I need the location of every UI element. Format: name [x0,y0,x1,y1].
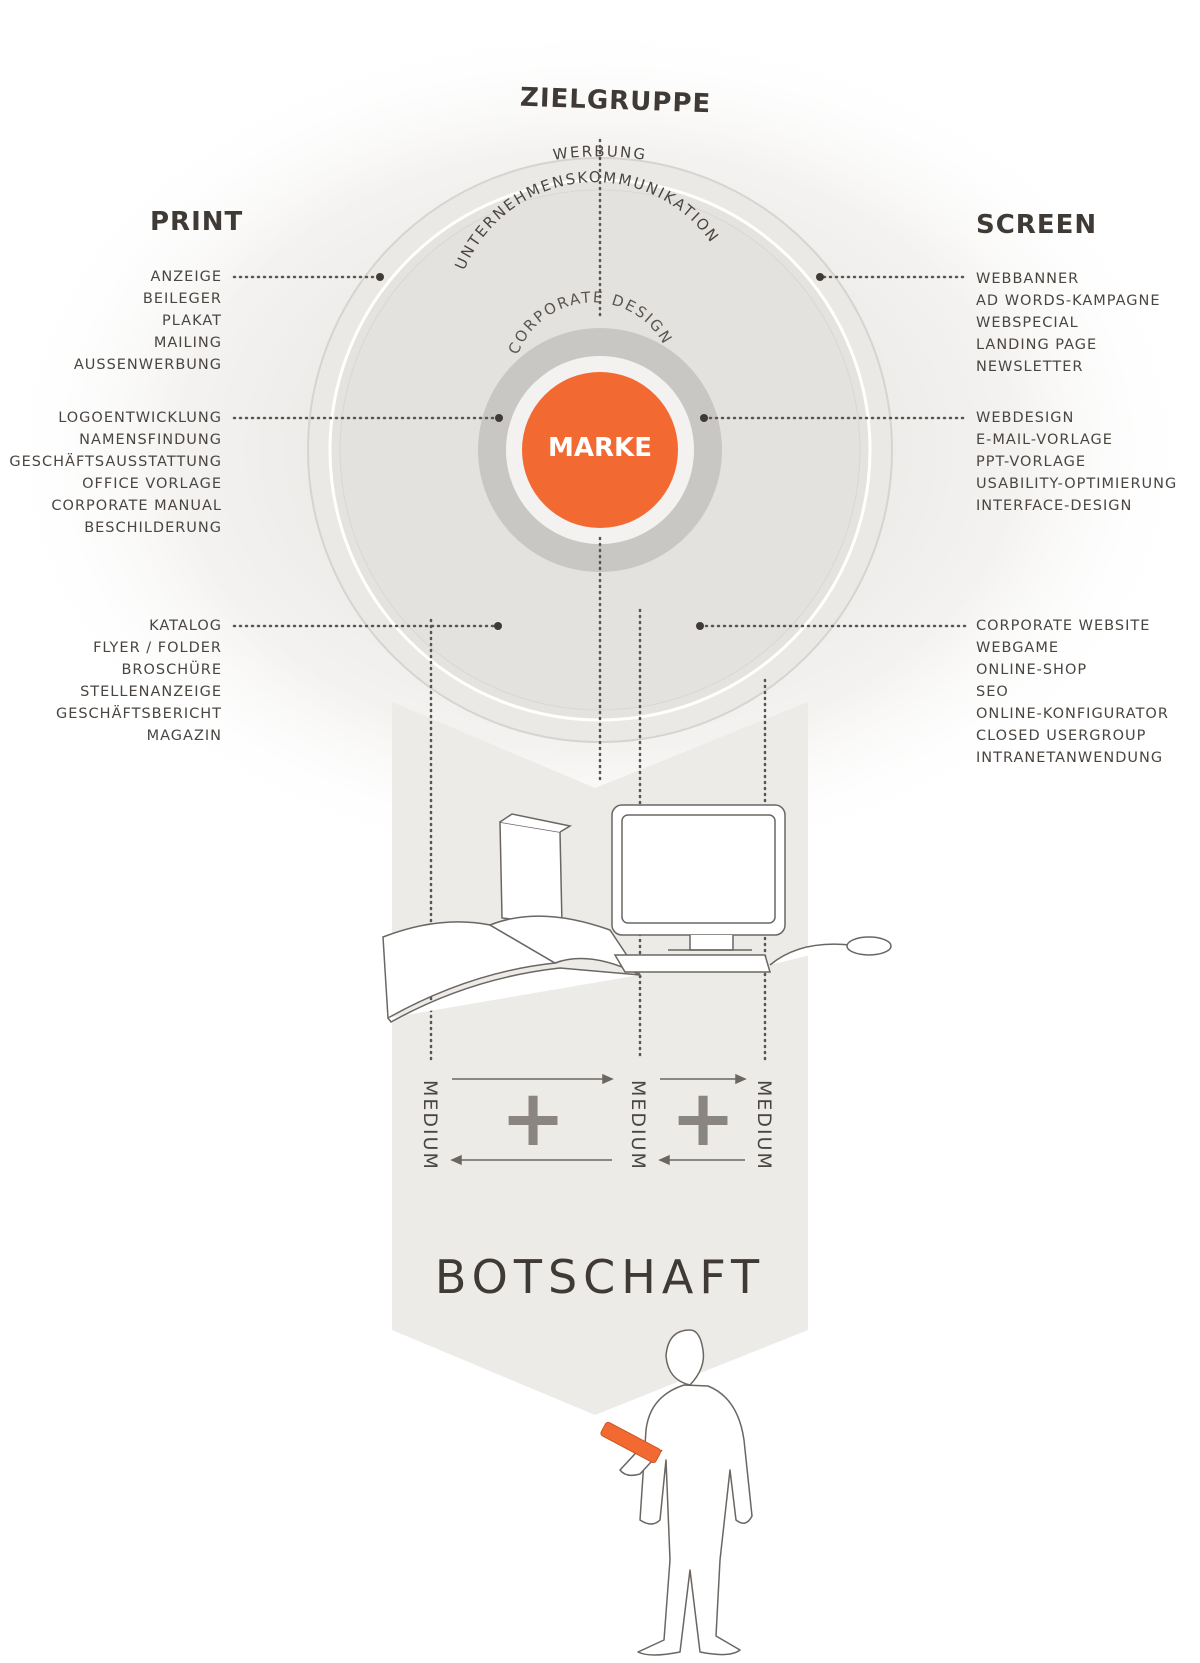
person-icon [619,1329,753,1656]
list-item: CORPORATE WEBSITE [976,618,1151,634]
print-list-werbung: ANZEIGE BEILEGER PLAKAT MAILING AUSSENWE… [74,266,222,376]
list-item: INTERFACE-DESIGN [976,498,1133,514]
connector-dots [376,273,824,630]
list-item: STELLENANZEIGE [80,684,222,700]
list-item: CORPORATE MANUAL [51,498,222,514]
medium-label-right: MEDIUM [753,1080,775,1171]
list-item: MAGAZIN [146,728,222,744]
list-item: AD WORDS-KAMPAGNE [976,293,1161,309]
list-item: KATALOG [149,618,222,634]
print-heading: PRINT [150,207,244,237]
list-item: PPT-VORLAGE [976,454,1087,470]
screen-media-icon [611,804,892,973]
botschaft-label: BOTSCHAFT [434,1250,766,1304]
print-list-unternehmens: KATALOG FLYER / FOLDER BROSCHÜRE STELLEN… [56,615,222,747]
list-item: OFFICE VORLAGE [82,476,222,492]
list-item: CLOSED USERGROUP [976,728,1147,744]
list-item: GESCHÄFTSBERICHT [55,706,222,722]
plus-sign-left: + [500,1074,565,1164]
list-item: SEO [976,684,1009,700]
list-item: FLYER / FOLDER [93,640,222,656]
screen-list-werbung: WEBBANNER AD WORDS-KAMPAGNE WEBSPECIAL L… [976,268,1161,378]
list-item: INTRANETANWENDUNG [976,750,1164,766]
screen-heading: SCREEN [976,210,1098,240]
list-item: USABILITY-OPTIMIERUNG [976,476,1178,492]
list-item: ONLINE-SHOP [976,662,1088,678]
list-item: NAMENSFINDUNG [79,432,222,448]
list-item: WEBDESIGN [976,410,1075,426]
plus-sign-right: + [670,1074,735,1164]
screen-list-corporate-design: WEBDESIGN E-MAIL-VORLAGE PPT-VORLAGE USA… [976,407,1177,517]
list-item: NEWSLETTER [976,359,1084,375]
list-item: AUSSENWERBUNG [73,357,222,373]
screen-list-unternehmens: CORPORATE WEBSITE WEBGAME ONLINE-SHOP SE… [976,615,1169,769]
list-item: WEBSPECIAL [976,315,1079,331]
medium-label-left: MEDIUM [419,1080,441,1171]
list-item: BESCHILDERUNG [84,520,222,536]
list-item: PLAKAT [162,313,222,329]
list-item: WEBGAME [976,640,1060,656]
marke-label: MARKE [548,433,652,463]
list-item: WEBBANNER [976,271,1080,287]
print-media-icon [382,813,643,1023]
medium-label-mid: MEDIUM [627,1080,649,1171]
medium-arrows [450,1073,747,1166]
list-item: GESCHÄFTSAUSSTATTUNG [9,454,222,470]
print-list-corporate-design: LOGOENTWICKLUNG NAMENSFINDUNG GESCHÄFTSA… [9,407,222,539]
list-item: ONLINE-KONFIGURATOR [976,706,1169,722]
list-item: LOGOENTWICKLUNG [58,410,222,426]
list-item: ANZEIGE [150,269,222,285]
list-item: MAILING [153,335,222,351]
marke-core [522,372,678,528]
list-item: BEILEGER [142,291,222,307]
list-item: LANDING PAGE [976,337,1098,353]
person-tablet [600,1421,662,1464]
list-item: BROSCHÜRE [121,662,222,678]
list-item: E-MAIL-VORLAGE [976,432,1113,448]
